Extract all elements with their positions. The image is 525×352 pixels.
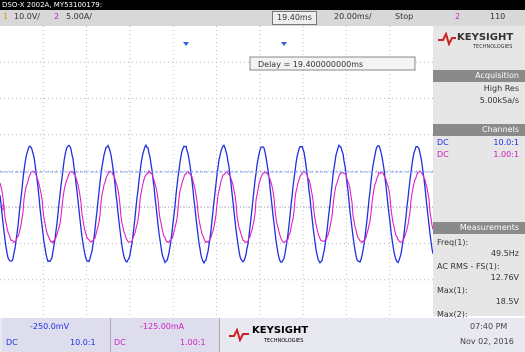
ch2-offset: -125.00mA: [140, 322, 184, 331]
ch2-coupling: DC: [437, 150, 449, 159]
measurements-header[interactable]: Measurements: [433, 222, 525, 234]
trigger-level: 110: [490, 11, 505, 23]
acq-mode: High Res: [484, 84, 519, 93]
measurement-label: Freq(1):: [437, 238, 468, 247]
ch1-scale: 10.0V/: [14, 11, 40, 23]
clock-date: Nov 02, 2016: [460, 337, 514, 346]
svg-text:‡: ‡: [1, 203, 5, 212]
brand-sub: TECHNOLOGIES: [473, 44, 512, 50]
scope-screen: DSO-X 2002A, MY53100179: 1 10.0V/ 2 5.00…: [0, 0, 525, 352]
acq-rate: 5.00kSa/s: [480, 96, 519, 105]
ch2-probe-footer: 1.00:1: [180, 338, 206, 347]
ch1-offset: -250.0mV: [30, 322, 69, 331]
device-bar: DSO-X 2002A, MY53100179:: [0, 0, 525, 10]
trigger-channel: 2: [455, 11, 460, 23]
measurement-value: 18.5V: [496, 297, 519, 306]
channels-header[interactable]: Channels: [433, 124, 525, 136]
waveform-area: Delay = 19.400000000ms ‡: [0, 26, 433, 316]
sidebar: KEYSIGHT TECHNOLOGIES Acquisition High R…: [433, 26, 525, 316]
time-position[interactable]: 19.40ms: [272, 11, 317, 25]
measurement-label: Max(1):: [437, 286, 468, 295]
clock-time: 07:40 PM: [470, 322, 507, 331]
ch2-scale: 5.00A/: [66, 11, 92, 23]
acquisition-header[interactable]: Acquisition: [433, 70, 525, 82]
time-scale[interactable]: 20.00ms/: [334, 11, 372, 23]
brand: KEYSIGHT: [457, 32, 513, 43]
ch2-probe: 1.00:1: [493, 150, 519, 159]
ch1-coupling: DC: [437, 138, 449, 147]
ch2-coupling-footer: DC: [114, 338, 126, 347]
ch2-num: 2: [54, 11, 59, 23]
ch1-coupling-footer: DC: [6, 338, 18, 347]
delay-readout: Delay = 19.400000000ms: [258, 60, 363, 69]
footer-brand-sub: TECHNOLOGIES: [264, 338, 303, 344]
ch1-num: 1: [3, 11, 8, 23]
footer: -250.0mV DC 10.0:1 -125.00mA DC 1.00:1 K…: [0, 318, 525, 352]
run-status[interactable]: Stop: [395, 11, 413, 23]
ch1-probe-footer: 10.0:1: [70, 338, 96, 347]
ch1-probe: 10.0:1: [493, 138, 519, 147]
measurement-label: AC RMS - FS(1):: [437, 262, 500, 271]
footer-brand: KEYSIGHT: [252, 325, 308, 336]
measurement-value: 49.5Hz: [491, 249, 519, 258]
measurement-value: 12.76V: [491, 273, 519, 282]
